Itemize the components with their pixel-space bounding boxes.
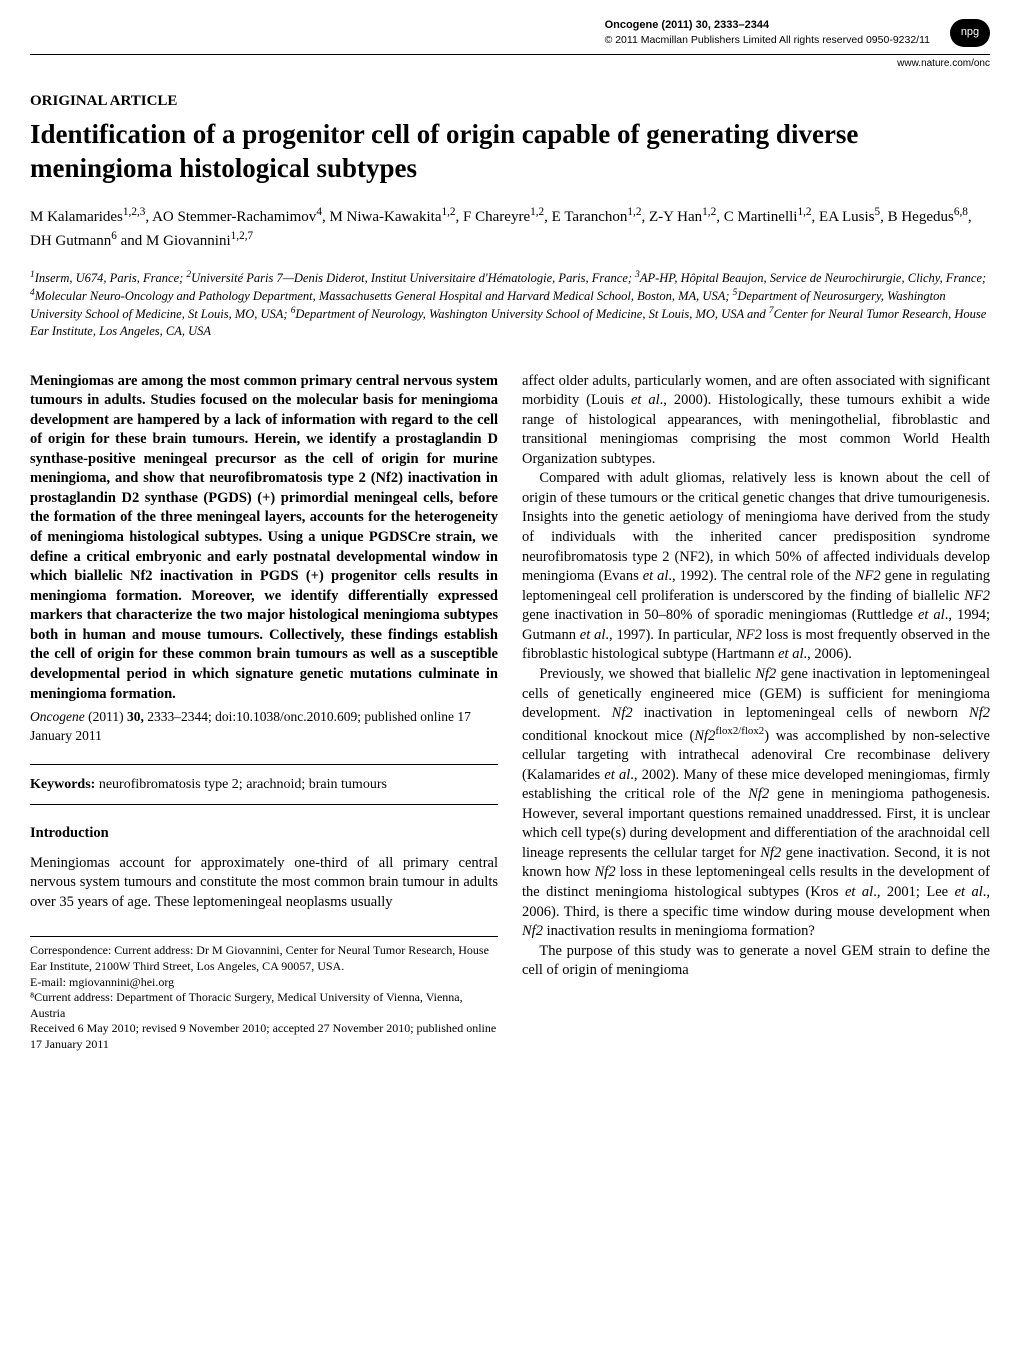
journal-copyright: © 2011 Macmillan Publishers Limited All … [605,33,930,48]
introduction-body: Meningiomas account for approximately on… [30,854,498,913]
abstract-citation: Oncogene (2011) 30, 2333–2344; doi:10.10… [30,708,498,746]
website-url: www.nature.com/onc [0,55,1020,81]
two-column-layout: Meningiomas are among the most common pr… [0,372,1020,1053]
note8: ⁸Current address: Department of Thoracic… [30,990,498,1021]
right-para-1: affect older adults, particularly women,… [522,372,990,470]
article-title: Identification of a progenitor cell of o… [0,118,1020,204]
keywords-text: neurofibromatosis type 2; arachnoid; bra… [95,777,387,792]
keywords-label: Keywords: [30,777,95,792]
article-type: ORIGINAL ARTICLE [0,81,1020,118]
affiliations: 1Inserm, U674, Paris, France; 2Universit… [0,269,1020,372]
page-header: Oncogene (2011) 30, 2333–2344 © 2011 Mac… [0,0,1020,52]
left-column: Meningiomas are among the most common pr… [30,372,498,1053]
right-column: affect older adults, particularly women,… [522,372,990,1053]
introduction-heading: Introduction [30,823,498,843]
author-list: M Kalamarides1,2,3, AO Stemmer-Rachamimo… [0,204,1020,269]
abstract-text: Meningiomas are among the most common pr… [30,372,498,705]
footer-block: Correspondence: Current address: Dr M Gi… [30,943,498,1052]
right-para-2: Compared with adult gliomas, relatively … [522,469,990,665]
intro-para-1: Meningiomas account for approximately on… [30,854,498,913]
footer-separator [30,936,498,937]
journal-info: Oncogene (2011) 30, 2333–2344 © 2011 Mac… [605,18,930,48]
right-para-3: Previously, we showed that biallelic Nf2… [522,665,990,942]
journal-title: Oncogene (2011) 30, 2333–2344 [605,18,930,33]
correspondence: Correspondence: Current address: Dr M Gi… [30,943,498,974]
email: E-mail: mgiovannini@hei.org [30,975,498,991]
right-para-4: The purpose of this study was to generat… [522,942,990,981]
npg-badge: npg [950,19,990,47]
keywords-block: Keywords: neurofibromatosis type 2; arac… [30,764,498,806]
received-dates: Received 6 May 2010; revised 9 November … [30,1021,498,1052]
